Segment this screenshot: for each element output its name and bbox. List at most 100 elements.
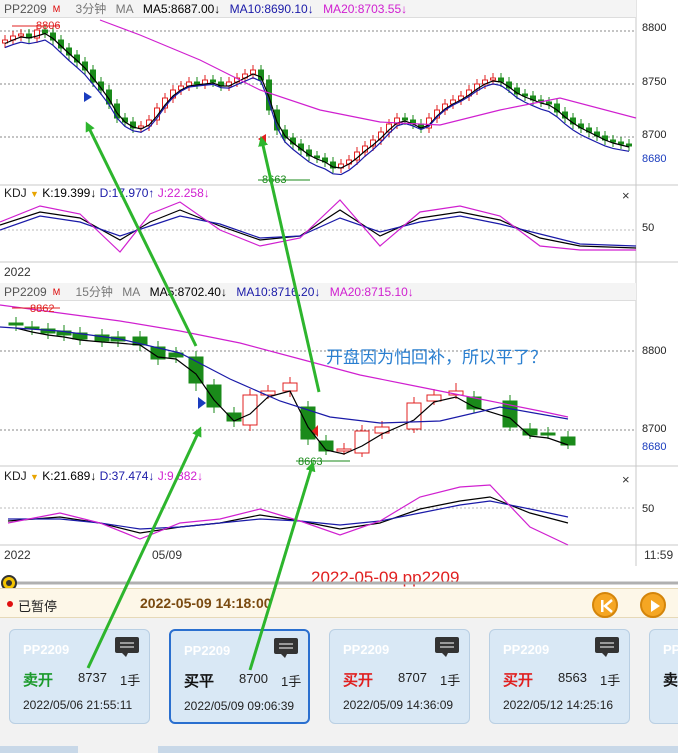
comment-icon[interactable] xyxy=(273,637,299,659)
candle-body xyxy=(282,129,288,139)
comment-icon[interactable] xyxy=(434,636,460,658)
current-price-label: 8680 xyxy=(642,441,667,453)
buy-marker xyxy=(312,425,318,437)
candle-body xyxy=(8,322,24,326)
next-button[interactable] xyxy=(640,592,666,618)
card-time: 2022/05/06 21:55:11 xyxy=(23,698,133,712)
symbol-label: PP2209 M xyxy=(4,285,61,299)
comment-icon[interactable] xyxy=(594,636,620,658)
card-price: 8700 xyxy=(239,671,268,686)
candle-body xyxy=(34,29,40,39)
card-scroll-area xyxy=(0,746,678,753)
kdj-label[interactable]: KDJ xyxy=(4,469,27,483)
candle-body xyxy=(90,69,96,83)
candle-body xyxy=(394,117,400,125)
card-action: 买平 xyxy=(184,673,215,690)
replay-timeline[interactable] xyxy=(0,566,678,591)
play-icon xyxy=(651,600,660,612)
card-symbol: PP2209 xyxy=(184,643,231,658)
period-label[interactable]: 15分钟 xyxy=(75,285,113,299)
candle-body xyxy=(540,432,556,436)
card-symbol: PP2209 xyxy=(503,642,550,657)
price-axis-label: 8800 xyxy=(642,345,667,357)
period-label[interactable]: 3分钟 xyxy=(75,2,107,16)
card-price: 8737 xyxy=(78,670,107,685)
price-axis-label: 8700 xyxy=(642,129,667,141)
kdj-axis-label: 50 xyxy=(642,222,655,234)
sell-marker xyxy=(84,92,92,102)
sell-marker xyxy=(198,397,206,409)
top-chart-pane[interactable]: 8806 8663 PP2209 M 3分钟 MA MA5:8687.00↓ MA1… xyxy=(0,0,678,283)
kdj-axis-label: 50 xyxy=(642,503,655,515)
card-time: 2022/05/09 09:06:39 xyxy=(184,699,295,713)
time-tick: 11:59 xyxy=(644,548,674,562)
card-time: 2022/05/09 14:36:09 xyxy=(343,698,454,712)
paused-dot-icon xyxy=(7,601,13,607)
price-axis-label: 8700 xyxy=(642,423,667,435)
kdj-k-value: K:21.689↓ xyxy=(42,469,97,483)
bottom-chart-pane[interactable]: 8862 8663 PP2209 M 15分钟 MA MA5:8702.40↓ MA… xyxy=(0,283,678,566)
ma10-value: MA10:8690.10↓ xyxy=(229,2,314,16)
card-symbol: PP2209 xyxy=(23,642,70,657)
card-price: 8707 xyxy=(398,670,427,685)
card-action: 买开 xyxy=(343,672,374,689)
card-action: 买开 xyxy=(503,672,534,689)
status-bar: 已暂停 2022-05-09 14:18:00 xyxy=(0,588,678,618)
candle-body xyxy=(226,412,242,422)
candle-body xyxy=(626,143,632,147)
candle-body xyxy=(206,384,222,408)
candle-body xyxy=(522,428,538,436)
trade-card-partial[interactable]: PP 卖 xyxy=(649,629,678,724)
ma-label[interactable]: MA xyxy=(122,285,141,299)
card-symbol: PP2209 xyxy=(343,642,390,657)
candle-body xyxy=(426,394,442,402)
trade-card[interactable]: PP2209 买开 8563 1手 2022/05/12 14:25:16 xyxy=(489,629,630,724)
bottom-candlestick-chart[interactable]: 8862 8663 xyxy=(0,283,678,566)
year-label: 2022 xyxy=(4,548,31,562)
card-price: 8563 xyxy=(558,670,587,685)
card-action: 卖开 xyxy=(23,672,54,689)
card-quantity: 1手 xyxy=(120,673,141,688)
ma20-value: MA20:8715.10↓ xyxy=(329,285,414,299)
dropdown-icon[interactable]: ▼ xyxy=(30,472,39,482)
candle-body xyxy=(258,69,264,81)
ma20-line xyxy=(99,19,637,126)
current-price-label: 8680 xyxy=(642,153,667,165)
comment-icon[interactable] xyxy=(114,636,140,658)
candle-body xyxy=(618,141,624,145)
kdj-header: KDJ ▼ K:21.689↓ D:37.474↓ J:9.882↓ xyxy=(0,468,203,484)
scroll-segment[interactable] xyxy=(0,746,78,753)
trade-card[interactable]: PP2209 买开 8707 1手 2022/05/09 14:36:09 xyxy=(329,629,470,724)
scroll-segment[interactable] xyxy=(158,746,678,753)
status-text: 已暂停 xyxy=(18,599,58,614)
kdj-j-value: J:9.882↓ xyxy=(157,469,204,483)
ma20-value: MA20:8703.55↓ xyxy=(323,2,408,16)
bottom-chart-header: PP2209 M 15分钟 MA MA5:8702.40↓ MA10:8716.2… xyxy=(0,283,636,301)
card-symbol: PP xyxy=(663,642,678,657)
high-label: 8862 xyxy=(30,303,54,315)
candle-body xyxy=(546,101,552,105)
candle-body xyxy=(522,93,528,97)
candle-body xyxy=(490,77,496,81)
candle-body xyxy=(610,139,616,143)
trade-card-selected[interactable]: PP2209 买平 8700 1手 2022/05/09 09:06:39 xyxy=(169,629,310,724)
ma-label[interactable]: MA xyxy=(115,2,134,16)
kdj-d-value: D:37.474↓ xyxy=(99,469,155,483)
kdj-label[interactable]: KDJ xyxy=(4,186,27,200)
kdj-header: KDJ ▼ K:19.399↓ D:17.970↑ J:22.258↓ xyxy=(0,185,210,201)
price-axis-label: 8750 xyxy=(642,76,667,88)
close-icon[interactable]: × xyxy=(622,188,630,203)
low-label: 8663 xyxy=(262,174,286,186)
high-label: 8806 xyxy=(36,20,60,32)
candle-body xyxy=(266,79,272,111)
candle-body xyxy=(18,33,24,37)
annotation-text: 开盘因为怕回补，所以平了？ xyxy=(326,348,547,367)
close-icon[interactable]: × xyxy=(622,472,630,487)
previous-button[interactable] xyxy=(592,592,618,618)
trade-card[interactable]: PP2209 卖开 8737 1手 2022/05/06 21:55:11 xyxy=(9,629,150,724)
candle-body xyxy=(318,440,334,452)
top-candlestick-chart[interactable]: 8806 8663 xyxy=(0,0,678,283)
kdj-j-value: J:22.258↓ xyxy=(157,186,210,200)
dropdown-icon[interactable]: ▼ xyxy=(30,189,39,199)
card-quantity: 1手 xyxy=(281,674,302,689)
